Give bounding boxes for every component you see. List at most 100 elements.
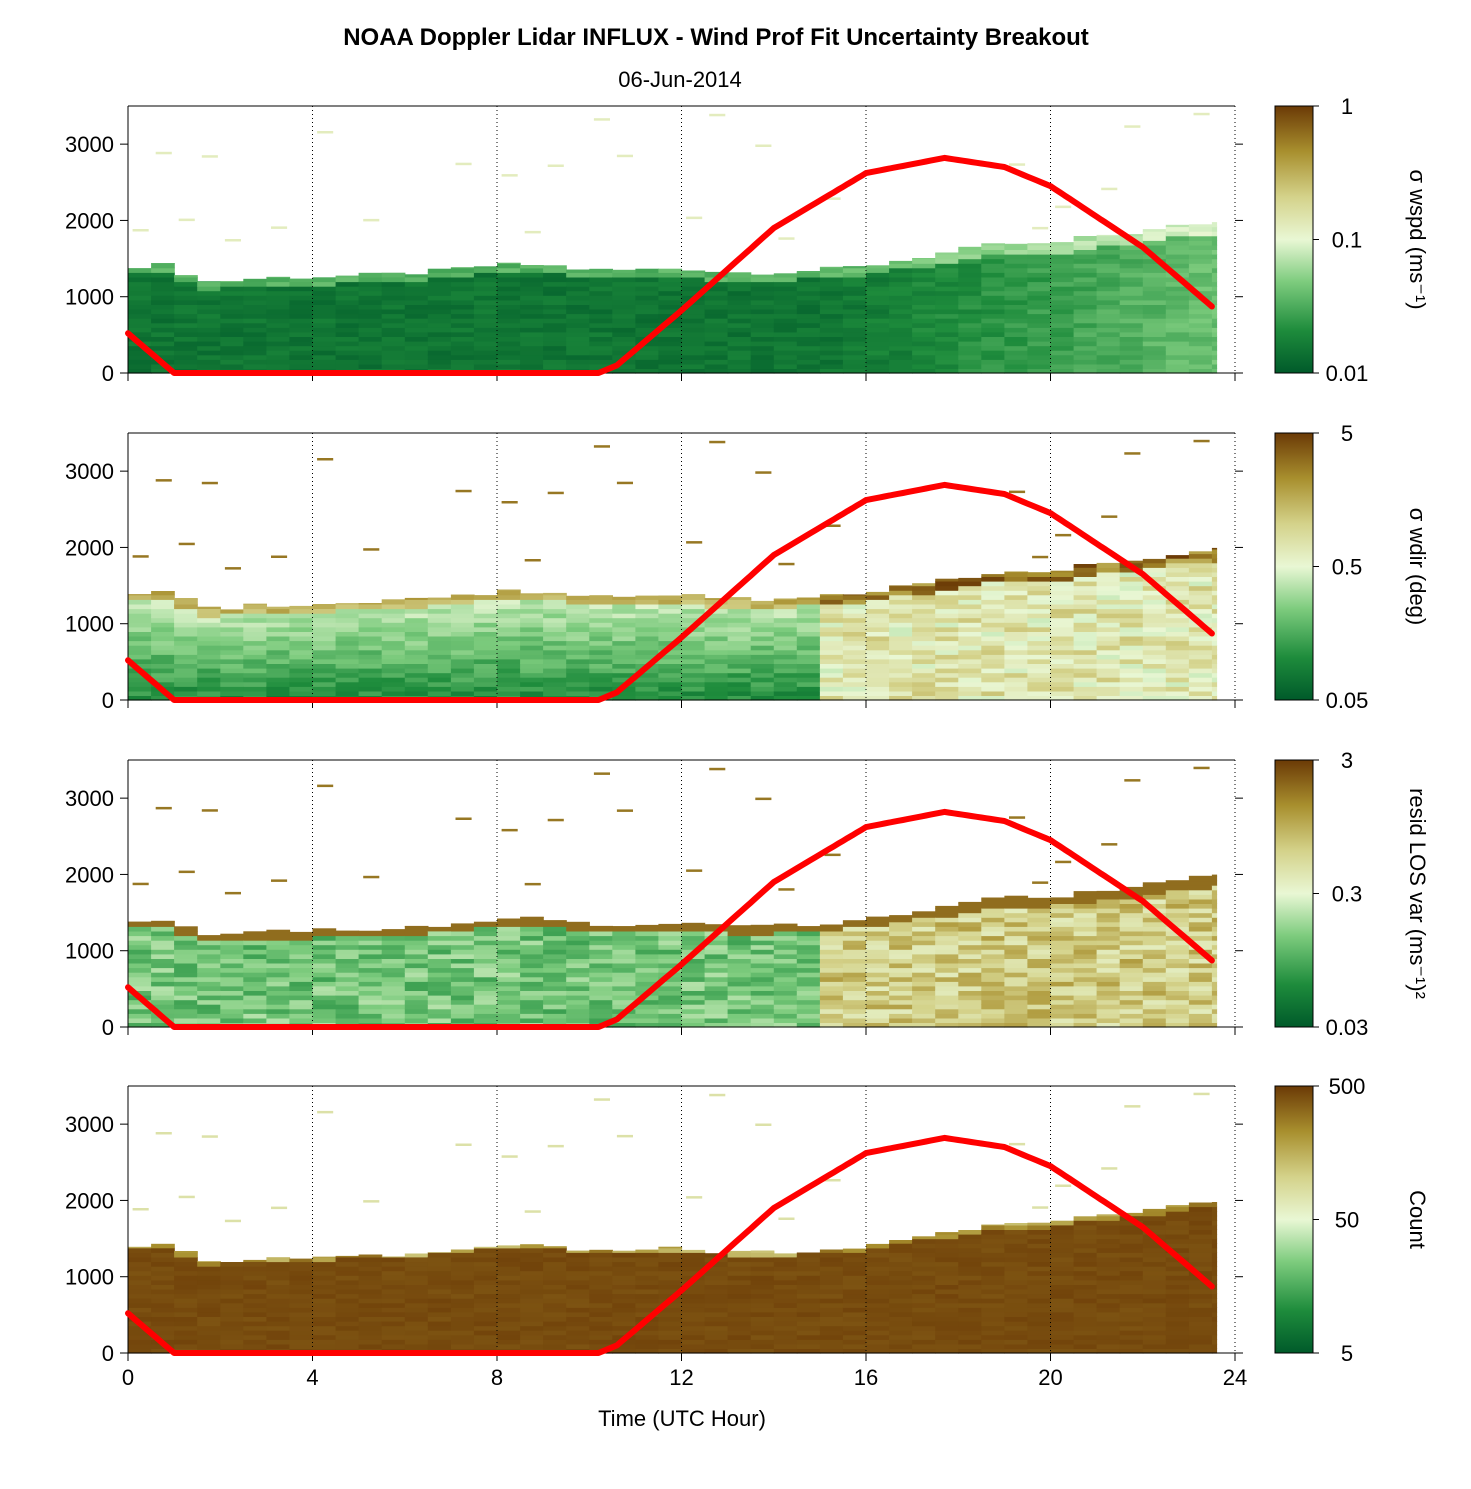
heatmap-cell [1165, 224, 1190, 228]
heatmap-cell [1165, 235, 1190, 241]
heatmap-cell [566, 1288, 590, 1295]
heatmap-cell [681, 304, 706, 310]
heatmap-cell [889, 308, 913, 315]
heatmap-cell [589, 995, 613, 1001]
heatmap-cell [773, 313, 798, 319]
heatmap-cell [681, 594, 706, 596]
heatmap-cell [543, 658, 567, 664]
heatmap-cell [543, 327, 567, 333]
heatmap-cell [1188, 254, 1213, 260]
heatmap-cell [704, 304, 729, 310]
heatmap-cell [220, 1325, 244, 1331]
heatmap-cell [543, 617, 567, 623]
heatmap-cell [1165, 1279, 1190, 1285]
heatmap-cell [312, 290, 337, 296]
heatmap-cell [520, 649, 544, 655]
heatmap-cell [981, 930, 1005, 937]
heatmap-cell [958, 631, 982, 637]
heatmap-cell [266, 972, 291, 978]
heatmap-cell [750, 1302, 775, 1308]
heatmap-cell [1119, 640, 1144, 646]
heatmap-cell [819, 930, 844, 937]
heatmap-cell [243, 1293, 267, 1299]
heatmap-cell [658, 672, 683, 678]
heatmap-cell [1211, 912, 1218, 918]
heatmap-cell [1211, 290, 1218, 296]
heatmap-cell [427, 599, 452, 605]
heatmap-cell [589, 663, 613, 669]
heatmap-cell [289, 995, 314, 1001]
heatmap-cell [358, 603, 383, 605]
heatmap-cell [1188, 962, 1213, 969]
heatmap-cell [151, 953, 175, 959]
heatmap-cell [335, 354, 360, 360]
heatmap-cell [220, 944, 244, 950]
heatmap-cell [312, 617, 337, 623]
heatmap-cell [1211, 681, 1218, 687]
heatmap-cell [796, 649, 821, 655]
heatmap-cells [128, 112, 1218, 374]
heatmap-cell [1050, 363, 1075, 369]
heatmap-cell [912, 322, 936, 328]
heatmap-cell [635, 686, 660, 692]
heatmap-cell [1165, 608, 1190, 614]
heatmap-cell [589, 976, 613, 982]
heatmap-cell [1027, 1256, 1052, 1263]
heatmap-cell [312, 640, 337, 646]
heatmap-cell [381, 336, 406, 342]
heatmap-cell [681, 1334, 706, 1340]
heatmap-cell [358, 1325, 383, 1331]
heatmap-cell [842, 1348, 867, 1354]
heatmap-cell [796, 304, 821, 310]
heatmap-cell [497, 1321, 521, 1327]
heatmap-cell [912, 1022, 936, 1028]
heatmap-cell [819, 1288, 844, 1295]
heatmap-cell [404, 597, 429, 600]
heatmap-cell [612, 304, 636, 310]
heatmap-cell [174, 322, 198, 328]
heatmap-cell [220, 635, 244, 642]
heatmap-cell [151, 1330, 175, 1336]
heatmap-cell [773, 359, 798, 365]
heatmap-cell [658, 368, 683, 374]
heatmap-cell [1119, 649, 1144, 655]
heatmap-cell [796, 341, 821, 347]
heatmap-cell [566, 1008, 590, 1014]
heatmap-cell [981, 359, 1005, 365]
heatmap-cell [427, 597, 452, 600]
heatmap-cell [566, 921, 590, 927]
heatmap-cell [819, 686, 844, 692]
heatmap-cell [704, 368, 729, 374]
heatmap-cell [151, 313, 175, 319]
heatmap-cell [866, 1256, 890, 1263]
heatmap-cell [224, 891, 241, 895]
heatmap-cell [1142, 962, 1167, 969]
heatmap-cell [935, 1256, 959, 1263]
heatmap-cell [912, 930, 936, 937]
heatmap-cell [1188, 912, 1213, 918]
heatmap-cell [773, 322, 798, 328]
heatmap-cell [935, 930, 959, 937]
heatmap-cell [335, 1325, 360, 1331]
heatmap-cell [1119, 1298, 1144, 1304]
heatmap-cell [750, 690, 775, 696]
heatmap-cell [704, 299, 729, 305]
heatmap-cell [612, 1252, 636, 1258]
heatmap-cell [1004, 318, 1029, 324]
heatmap-cell [1165, 231, 1190, 237]
heatmap-cell [958, 272, 982, 278]
heatmap-cell [912, 640, 936, 646]
heatmap-cell [520, 935, 544, 941]
heatmap-cell [981, 599, 1005, 605]
heatmap-cell [289, 1293, 314, 1299]
heatmap-cell [1027, 1339, 1052, 1345]
heatmap-cell [958, 603, 982, 610]
heatmap-cell [889, 359, 913, 365]
heatmap-cell [543, 603, 567, 610]
heatmap-cell [1073, 631, 1098, 637]
heatmap-cell [524, 1210, 541, 1213]
heatmap-cell [543, 962, 567, 969]
heatmap-cell [1188, 336, 1213, 342]
heatmap-cell [1050, 917, 1075, 923]
heatmap-cell [243, 1284, 267, 1290]
